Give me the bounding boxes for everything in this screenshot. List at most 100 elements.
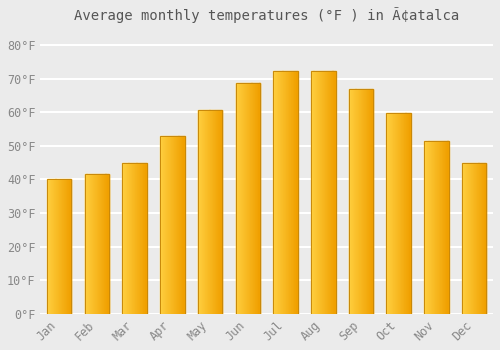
Bar bbox=[400, 113, 401, 314]
Bar bbox=[369, 89, 370, 314]
Bar bbox=[50, 179, 51, 314]
Bar bbox=[244, 83, 245, 314]
Bar bbox=[368, 89, 369, 314]
Bar bbox=[245, 83, 246, 314]
Bar bbox=[320, 71, 321, 314]
Bar bbox=[364, 89, 366, 314]
Bar bbox=[89, 174, 90, 314]
Bar bbox=[252, 83, 254, 314]
Bar bbox=[199, 110, 200, 314]
Bar bbox=[106, 174, 108, 314]
Bar bbox=[163, 136, 164, 314]
Bar bbox=[292, 71, 293, 314]
Bar bbox=[251, 83, 252, 314]
Bar bbox=[465, 163, 466, 314]
Bar bbox=[274, 71, 275, 314]
Bar bbox=[326, 71, 327, 314]
Bar bbox=[56, 179, 57, 314]
Bar bbox=[145, 163, 146, 314]
Bar bbox=[62, 179, 63, 314]
Bar bbox=[168, 136, 170, 314]
Bar bbox=[51, 179, 52, 314]
Bar bbox=[430, 141, 431, 314]
Bar bbox=[354, 89, 355, 314]
Bar bbox=[372, 89, 374, 314]
Bar bbox=[350, 89, 351, 314]
Bar bbox=[294, 71, 295, 314]
Bar bbox=[327, 71, 328, 314]
Bar bbox=[258, 83, 259, 314]
Bar bbox=[403, 113, 404, 314]
Bar bbox=[218, 110, 220, 314]
Bar bbox=[478, 163, 479, 314]
Bar bbox=[367, 89, 368, 314]
Bar bbox=[371, 89, 372, 314]
Bar bbox=[70, 179, 71, 314]
Bar bbox=[394, 113, 395, 314]
Bar bbox=[48, 179, 50, 314]
Bar bbox=[126, 163, 128, 314]
Bar bbox=[241, 83, 242, 314]
Bar bbox=[289, 71, 290, 314]
Bar bbox=[473, 163, 474, 314]
Bar bbox=[101, 174, 102, 314]
Bar bbox=[389, 113, 390, 314]
Bar bbox=[141, 163, 142, 314]
Bar bbox=[434, 141, 436, 314]
Bar bbox=[256, 83, 257, 314]
Bar bbox=[94, 174, 95, 314]
Bar bbox=[437, 141, 438, 314]
Bar bbox=[282, 71, 283, 314]
Bar bbox=[243, 83, 244, 314]
Bar bbox=[319, 71, 320, 314]
Bar bbox=[54, 179, 55, 314]
Bar bbox=[288, 71, 290, 314]
Bar bbox=[474, 163, 475, 314]
Bar bbox=[286, 71, 287, 314]
Bar bbox=[406, 113, 408, 314]
Bar bbox=[428, 141, 429, 314]
Bar bbox=[217, 110, 218, 314]
Bar bbox=[361, 89, 362, 314]
Bar bbox=[348, 89, 350, 314]
Bar bbox=[58, 179, 59, 314]
Bar bbox=[215, 110, 216, 314]
Bar bbox=[249, 83, 250, 314]
Bar bbox=[468, 163, 469, 314]
Bar bbox=[443, 141, 444, 314]
Bar bbox=[467, 163, 468, 314]
Bar bbox=[424, 141, 448, 314]
Bar bbox=[311, 71, 312, 314]
Bar bbox=[275, 71, 276, 314]
Bar bbox=[445, 141, 446, 314]
Bar bbox=[178, 136, 179, 314]
Bar bbox=[207, 110, 208, 314]
Bar bbox=[98, 174, 99, 314]
Bar bbox=[139, 163, 140, 314]
Bar bbox=[84, 174, 86, 314]
Bar bbox=[278, 71, 279, 314]
Bar bbox=[166, 136, 167, 314]
Bar bbox=[122, 163, 147, 314]
Bar bbox=[173, 136, 174, 314]
Bar bbox=[471, 163, 472, 314]
Bar bbox=[183, 136, 184, 314]
Bar bbox=[221, 110, 222, 314]
Bar bbox=[325, 71, 326, 314]
Bar bbox=[426, 141, 428, 314]
Bar bbox=[252, 83, 253, 314]
Bar bbox=[355, 89, 356, 314]
Bar bbox=[123, 163, 124, 314]
Bar bbox=[56, 179, 58, 314]
Bar bbox=[438, 141, 439, 314]
Bar bbox=[208, 110, 209, 314]
Bar bbox=[441, 141, 442, 314]
Bar bbox=[160, 136, 162, 314]
Bar bbox=[296, 71, 297, 314]
Bar bbox=[329, 71, 330, 314]
Bar bbox=[59, 179, 60, 314]
Bar bbox=[311, 71, 336, 314]
Bar bbox=[352, 89, 353, 314]
Bar bbox=[143, 163, 144, 314]
Bar bbox=[432, 141, 433, 314]
